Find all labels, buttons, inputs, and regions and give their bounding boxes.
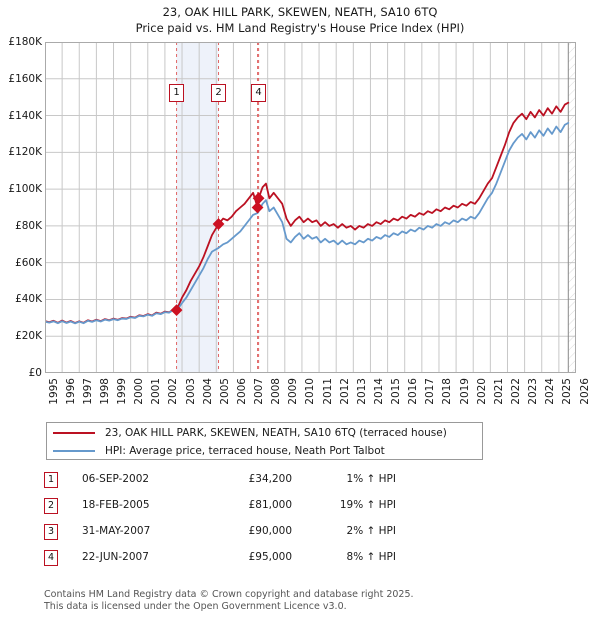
y-tick-label: £100K: [8, 183, 42, 196]
x-tick-label: 1999: [116, 378, 129, 405]
x-tick-label: 2026: [578, 378, 591, 405]
x-tick-label: 2003: [184, 378, 197, 405]
transaction-flag-1[interactable]: 1: [169, 84, 185, 102]
x-tick-label: 2001: [150, 378, 163, 405]
y-tick-label: £180K: [8, 36, 42, 48]
transaction-price: £90,000: [248, 525, 292, 537]
transaction-index-badge: 4: [44, 550, 58, 566]
legend-label-hpi: HPI: Average price, terraced house, Neat…: [105, 445, 385, 457]
chart-svg: [45, 42, 576, 373]
y-tick-label: £120K: [8, 146, 42, 159]
transactions-table: 1 06-SEP-2002 £34,200 1% ↑ HPI 2 18-FEB-2005 £…: [44, 470, 474, 574]
footer-attribution: Contains HM Land Registry data © Crown c…: [44, 589, 564, 612]
x-tick-label: 1996: [64, 378, 77, 405]
x-tick-label: 2025: [561, 378, 574, 405]
transaction-price: £95,000: [248, 551, 292, 563]
transaction-flag-2[interactable]: 2: [211, 84, 227, 102]
page-title: 23, OAK HILL PARK, SKEWEN, NEATH, SA10 6…: [0, 4, 600, 36]
x-tick-label: 2000: [133, 378, 146, 405]
transaction-date: 31-MAY-2007: [82, 525, 151, 537]
x-tick-label: 1997: [81, 378, 94, 405]
series-lines: [45, 101, 570, 325]
transaction-index-badge: 3: [44, 524, 58, 540]
grid-lines: [45, 42, 576, 373]
x-tick-label: 2004: [201, 378, 214, 405]
x-tick-label: 2011: [321, 378, 334, 405]
x-tick-label: 2014: [372, 378, 385, 405]
y-tick-label: £60K: [15, 256, 42, 269]
legend-item-hpi: HPI: Average price, terraced house, Neat…: [47, 442, 482, 460]
table-row[interactable]: 4 22-JUN-2007 £95,000 8% ↑ HPI: [44, 548, 474, 574]
x-tick-label: 2005: [218, 378, 231, 405]
table-row[interactable]: 2 18-FEB-2005 £81,000 19% ↑ HPI: [44, 496, 474, 522]
legend-label-property: 23, OAK HILL PARK, SKEWEN, NEATH, SA10 6…: [105, 427, 447, 439]
x-tick-label: 2015: [390, 378, 403, 405]
y-tick-label: £140K: [8, 109, 42, 122]
transaction-flag-4[interactable]: 4: [251, 84, 267, 102]
x-tick-label: 2006: [235, 378, 248, 405]
y-tick-label: £20K: [15, 330, 42, 343]
x-tick-label: 2008: [270, 378, 283, 405]
transaction-date: 06-SEP-2002: [82, 473, 150, 485]
x-tick-label: 2016: [407, 378, 420, 405]
x-tick-label: 1998: [98, 378, 111, 405]
price-history-chart: 1 2 4: [45, 42, 576, 373]
transaction-price: £81,000: [248, 499, 292, 511]
x-tick-label: 2023: [527, 378, 540, 405]
x-tick-label: 2012: [338, 378, 351, 405]
transaction-date: 22-JUN-2007: [82, 551, 149, 563]
transaction-index-badge: 1: [44, 472, 58, 488]
x-tick-label: 2019: [458, 378, 471, 405]
x-tick-label: 2020: [475, 378, 488, 405]
legend-item-property: 23, OAK HILL PARK, SKEWEN, NEATH, SA10 6…: [47, 424, 482, 442]
x-tick-label: 2009: [287, 378, 300, 405]
transaction-hpi-delta: 8% ↑ HPI: [346, 551, 396, 563]
y-axis: £0 £20K £40K £60K £80K £100K £120K £140K £160K £1…: [0, 0, 45, 620]
x-tick-label: 2022: [509, 378, 522, 405]
title-line-1: 23, OAK HILL PARK, SKEWEN, NEATH, SA10 6…: [162, 5, 438, 19]
x-tick-label: 2024: [544, 378, 557, 405]
transaction-index-badge: 2: [44, 498, 58, 514]
x-tick-label: 2010: [304, 378, 317, 405]
transaction-price: £34,200: [248, 473, 292, 485]
title-line-2: Price paid vs. HM Land Registry's House …: [135, 21, 465, 35]
transaction-point-markers: [170, 192, 265, 317]
legend-swatch-property: [53, 432, 95, 434]
transaction-hpi-delta: 2% ↑ HPI: [346, 525, 396, 537]
y-tick-label: £40K: [15, 293, 42, 306]
footer-line-1: Contains HM Land Registry data © Crown c…: [44, 589, 414, 600]
y-tick-label: £0: [28, 367, 42, 379]
chart-legend: 23, OAK HILL PARK, SKEWEN, NEATH, SA10 6…: [46, 422, 483, 460]
x-tick-label: 2017: [424, 378, 437, 405]
transaction-date: 18-FEB-2005: [82, 499, 150, 511]
legend-swatch-hpi: [53, 450, 95, 452]
plot-frame: [45, 42, 576, 373]
table-row[interactable]: 1 06-SEP-2002 £34,200 1% ↑ HPI: [44, 470, 474, 496]
y-tick-label: £80K: [15, 219, 42, 232]
future-hatched-region: [567, 42, 576, 373]
x-axis: 1995 1996 1997 1998 1999 2000 2001 2002 2003 2004…: [45, 376, 591, 416]
x-tick-label: 2018: [441, 378, 454, 405]
x-tick-label: 2007: [253, 378, 266, 405]
table-row[interactable]: 3 31-MAY-2007 £90,000 2% ↑ HPI: [44, 522, 474, 548]
x-tick-label: 2002: [167, 378, 180, 405]
x-tick-label: 1995: [47, 378, 60, 405]
x-tick-label: 2021: [492, 378, 505, 405]
footer-line-2: This data is licensed under the Open Gov…: [44, 600, 347, 612]
y-tick-label: £160K: [8, 72, 42, 85]
x-tick-label: 2013: [355, 378, 368, 405]
transaction-hpi-delta: 1% ↑ HPI: [346, 473, 396, 485]
transaction-hpi-delta: 19% ↑ HPI: [339, 499, 396, 511]
